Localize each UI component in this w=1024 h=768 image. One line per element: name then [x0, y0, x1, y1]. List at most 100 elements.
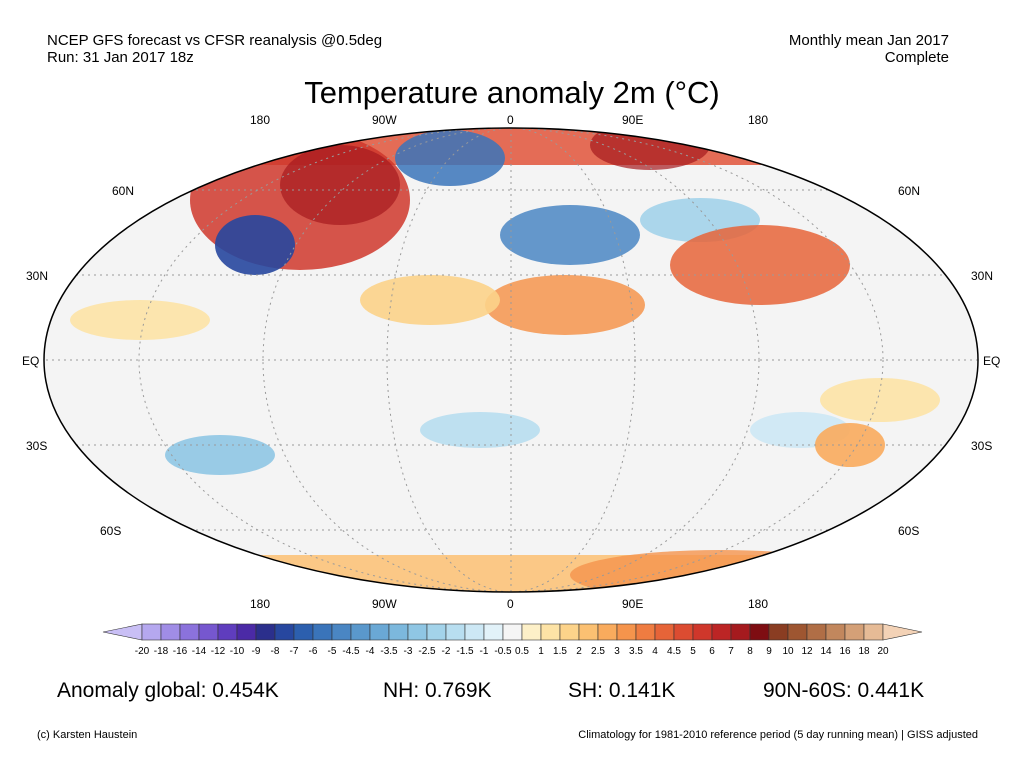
colorbar-tick-label: -2.5 — [418, 646, 436, 657]
colorbar-swatch — [787, 623, 808, 641]
colorbar-swatch — [217, 623, 238, 641]
colorbar-tick-label: 7 — [728, 646, 734, 657]
colorbar-swatch — [407, 623, 428, 641]
colorbar-tick-label: -1.5 — [456, 646, 474, 657]
colorbar-swatch — [293, 623, 314, 641]
colorbar-tick-label: 3.5 — [629, 646, 643, 657]
colorbar-tick-label: 16 — [839, 646, 851, 657]
lon-label-top-90w: 90W — [372, 113, 397, 127]
colorbar-tick-label: -9 — [251, 646, 261, 657]
colorbar-tick-label: 4.5 — [667, 646, 681, 657]
colorbar-swatch — [711, 623, 732, 641]
map-field — [44, 128, 978, 592]
colorbar-tick-label: 1 — [538, 646, 544, 657]
colorbar-tick-label: -1 — [479, 646, 489, 657]
colorbar-swatch — [635, 623, 656, 641]
colorbar-swatch — [597, 623, 618, 641]
colorbar-tick-label: -2 — [441, 646, 451, 657]
colorbar-tick-label: 12 — [801, 646, 813, 657]
colorbar-tick-label: -20 — [134, 646, 150, 657]
lon-label-bottom-180e: 180 — [748, 597, 769, 611]
colorbar-swatch — [749, 623, 770, 641]
lat-label-left-60n: 60N — [112, 184, 135, 198]
colorbar-swatch — [274, 623, 295, 641]
lat-label-right-eq: EQ — [983, 354, 1001, 368]
lon-label-top-90e: 90E — [622, 113, 644, 127]
stat-arctic: 90N-60S: 0.441K — [763, 679, 925, 702]
colorbar-swatch — [578, 623, 599, 641]
lat-label-right-30n: 30N — [971, 269, 994, 283]
page-title: Temperature anomaly 2m (°C) — [304, 75, 720, 110]
colorbar-tick-label: -14 — [191, 646, 207, 657]
colorbar-swatch — [350, 623, 371, 641]
colorbar-swatch — [673, 623, 694, 641]
lon-label-bottom-90e: 90E — [622, 597, 644, 611]
colorbar-swatch — [102, 623, 143, 641]
colorbar-tick-label: 2 — [576, 646, 582, 657]
model-description: NCEP GFS forecast vs CFSR reanalysis @0.… — [47, 32, 383, 49]
lat-label-left-30s: 30S — [26, 439, 48, 453]
colorbar-swatch — [426, 623, 447, 641]
colorbar — [102, 623, 923, 641]
colorbar-swatch — [882, 623, 923, 641]
lat-label-left-60s: 60S — [100, 524, 122, 538]
lon-label-bottom-180w: 180 — [250, 597, 271, 611]
stat-global: Anomaly global: 0.454K — [57, 679, 279, 702]
colorbar-swatch — [331, 623, 352, 641]
colorbar-tick-label: -0.5 — [494, 646, 512, 657]
colorbar-tick-label: 0.5 — [515, 646, 529, 657]
lat-label-right-30s: 30S — [971, 439, 993, 453]
colorbar-swatch — [863, 623, 884, 641]
lat-label-left-30n: 30N — [26, 269, 49, 283]
colorbar-tick-label: -6 — [308, 646, 318, 657]
colorbar-swatch — [445, 623, 466, 641]
colorbar-swatch — [236, 623, 257, 641]
colorbar-swatch — [312, 623, 333, 641]
stat-sh: SH: 0.141K — [568, 679, 676, 702]
colorbar-swatch — [844, 623, 865, 641]
colorbar-swatch — [160, 623, 181, 641]
colorbar-tick-label: -12 — [210, 646, 226, 657]
colorbar-tick-label: -5 — [327, 646, 337, 657]
colorbar-swatch — [654, 623, 675, 641]
colorbar-tick-label: -10 — [229, 646, 245, 657]
colorbar-swatch — [730, 623, 751, 641]
completeness-label: Complete — [884, 49, 949, 66]
colorbar-tick-label: 20 — [877, 646, 889, 657]
stat-nh: NH: 0.769K — [383, 679, 492, 702]
colorbar-swatch — [141, 623, 162, 641]
lat-label-left-eq: EQ — [22, 354, 40, 368]
lon-label-top-0: 0 — [507, 113, 514, 127]
colorbar-swatch — [483, 623, 504, 641]
colorbar-tick-label: -7 — [289, 646, 299, 657]
lon-label-bottom-0: 0 — [507, 597, 514, 611]
colorbar-tick-label: 3 — [614, 646, 620, 657]
lon-label-top-180e: 180 — [748, 113, 769, 127]
colorbar-tick-label: -3.5 — [380, 646, 398, 657]
colorbar-tick-label: 10 — [782, 646, 794, 657]
period-label: Monthly mean Jan 2017 — [788, 32, 949, 49]
colorbar-tick-label: -3 — [403, 646, 413, 657]
colorbar-tick-label: 6 — [709, 646, 715, 657]
colorbar-tick-label: -4 — [365, 646, 375, 657]
colorbar-swatch — [255, 623, 276, 641]
colorbar-tick-label: 2.5 — [591, 646, 605, 657]
colorbar-swatch — [692, 623, 713, 641]
colorbar-swatch — [502, 623, 523, 641]
colorbar-tick-label: 8 — [747, 646, 753, 657]
run-time: Run: 31 Jan 2017 18z — [47, 49, 194, 66]
colorbar-tick-label: -8 — [270, 646, 280, 657]
colorbar-tick-label: 14 — [820, 646, 832, 657]
map-frame — [43, 127, 979, 593]
lat-label-right-60n: 60N — [898, 184, 921, 198]
colorbar-tick-label: -4.5 — [342, 646, 360, 657]
colorbar-swatch — [388, 623, 409, 641]
colorbar-swatch — [768, 623, 789, 641]
colorbar-swatch — [369, 623, 390, 641]
colorbar-tick-label: -16 — [172, 646, 188, 657]
colorbar-swatch — [464, 623, 485, 641]
colorbar-swatch — [198, 623, 219, 641]
colorbar-tick-label: -18 — [153, 646, 169, 657]
lat-label-right-60s: 60S — [898, 524, 920, 538]
